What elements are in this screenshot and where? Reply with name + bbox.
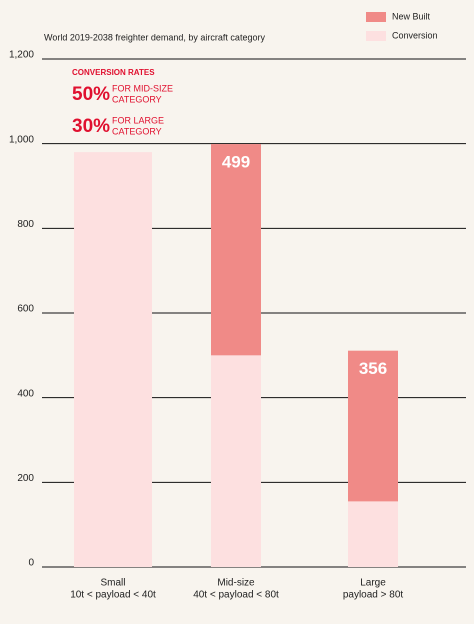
y-tick-label: 800 bbox=[17, 219, 34, 230]
y-tick-label: 0 bbox=[28, 558, 34, 569]
y-tick-label: 1,200 bbox=[9, 50, 34, 61]
annotation-text: CATEGORY bbox=[112, 126, 162, 136]
y-tick-label: 1,000 bbox=[9, 134, 34, 145]
legend-swatch bbox=[366, 31, 386, 41]
legend-label: Conversion bbox=[392, 30, 438, 40]
x-tick-label: Mid-size bbox=[217, 578, 255, 589]
annotation-rate: 50% bbox=[72, 84, 110, 105]
bar-segment bbox=[211, 144, 261, 356]
y-tick-label: 600 bbox=[17, 304, 34, 315]
bar-segment bbox=[348, 501, 398, 567]
annotation-rate: 30% bbox=[72, 116, 110, 137]
data-label: 356 bbox=[359, 359, 387, 378]
annotation-text: CATEGORY bbox=[112, 94, 162, 104]
legend-label: New Built bbox=[392, 11, 431, 21]
x-tick-label: payload > 80t bbox=[343, 590, 404, 601]
data-label: 499 bbox=[222, 153, 250, 172]
chart-title: World 2019-2038 freighter demand, by air… bbox=[44, 32, 265, 42]
x-tick-label: 40t < payload < 80t bbox=[193, 590, 279, 601]
x-tick-label: Large bbox=[360, 578, 386, 589]
annotation-text: FOR LARGE bbox=[112, 115, 164, 125]
x-tick-label: Small bbox=[100, 578, 125, 589]
annotation-text: FOR MID-SIZE bbox=[112, 83, 173, 93]
bar-segment bbox=[74, 152, 152, 567]
bar-segment bbox=[348, 350, 398, 502]
annotation-title: CONVERSION RATES bbox=[72, 68, 155, 77]
legend-swatch bbox=[366, 12, 386, 22]
bar-segment bbox=[211, 355, 261, 567]
y-tick-label: 200 bbox=[17, 473, 34, 484]
y-tick-label: 400 bbox=[17, 388, 34, 399]
x-tick-label: 10t < payload < 40t bbox=[70, 590, 156, 601]
